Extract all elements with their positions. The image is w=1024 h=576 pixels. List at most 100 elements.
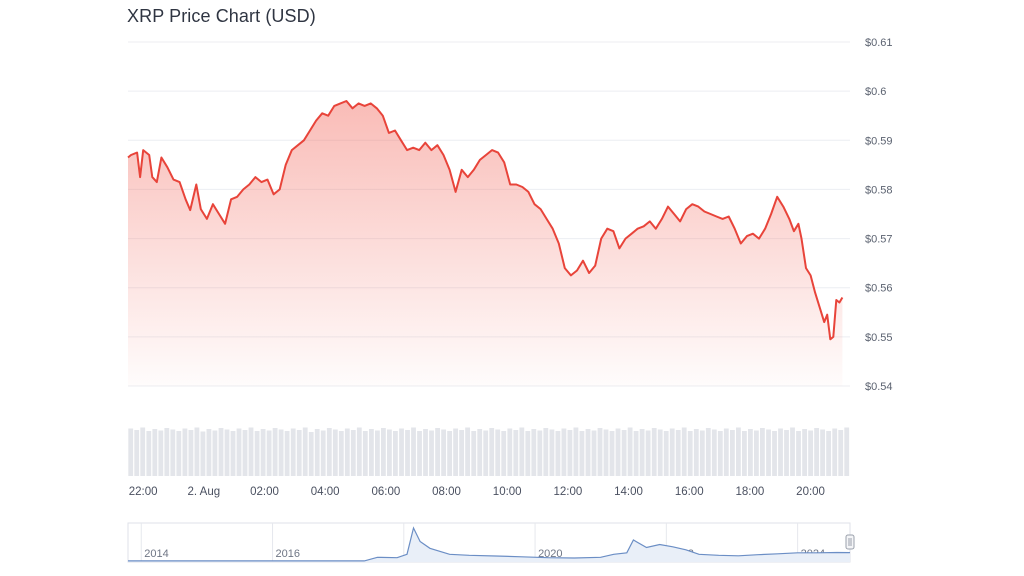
volume-bar — [417, 431, 422, 476]
y-axis-ticks: $0.61 $0.6 $0.59 $0.58 $0.57 $0.56 $0.55 $0.54 — [865, 37, 893, 393]
volume-bar — [284, 431, 290, 476]
volume-bar — [429, 430, 434, 476]
volume-bar — [471, 431, 477, 476]
volume-bar — [681, 427, 687, 476]
volume-bar — [736, 427, 741, 476]
volume-bar — [218, 428, 224, 476]
volume-bar — [633, 431, 639, 476]
volume-bar — [350, 430, 356, 476]
volume-bar — [730, 430, 735, 476]
volume-bar — [748, 429, 753, 476]
volume-bar — [675, 430, 681, 476]
price-line-group — [127, 100, 844, 341]
volume-bar — [543, 428, 549, 476]
volume-bar — [513, 430, 519, 476]
x-tick-label: 20:00 — [796, 486, 825, 498]
volume-bar — [302, 427, 308, 476]
x-tick-label: 18:00 — [736, 486, 765, 498]
volume-bar — [567, 430, 573, 476]
volume-bar — [188, 430, 194, 476]
navigator-tick-label: 2014 — [144, 548, 168, 560]
volume-bar — [531, 429, 537, 476]
volume-bar — [194, 427, 200, 476]
x-tick-label: 02:00 — [250, 486, 279, 498]
volume-bar — [561, 428, 567, 476]
volume-bar — [519, 427, 525, 476]
volume-bar — [140, 427, 146, 476]
volume-bar — [405, 430, 410, 476]
volume-bar — [260, 429, 266, 476]
volume-bar — [362, 431, 368, 476]
volume-bar — [381, 428, 386, 476]
volume-bar — [134, 430, 140, 476]
volume-bar — [693, 429, 699, 476]
volume-bar — [435, 428, 441, 476]
volume-bar — [501, 431, 507, 476]
x-tick-label: 06:00 — [371, 486, 400, 498]
volume-bar — [687, 431, 693, 476]
volume-bar — [152, 429, 158, 476]
volume-bar — [308, 432, 314, 476]
volume-bar — [266, 430, 272, 476]
volume-bar — [705, 428, 711, 476]
x-tick-label: 04:00 — [311, 486, 340, 498]
x-tick-label: 2. Aug — [188, 486, 221, 498]
volume-bar — [651, 428, 657, 476]
range-navigator[interactable]: 201420162018202020222024 — [127, 522, 855, 563]
volume-bar — [838, 430, 844, 476]
navigator-line — [128, 526, 851, 562]
volume-bar — [290, 428, 296, 476]
volume-bar — [320, 430, 326, 476]
volume-bar — [717, 431, 723, 476]
volume-bar — [128, 428, 134, 476]
volume-bar — [537, 430, 543, 476]
x-tick-label: 14:00 — [614, 486, 643, 498]
volume-bar — [453, 428, 459, 476]
volume-bar — [549, 429, 555, 476]
volume-bar — [784, 430, 789, 476]
volume-bar — [483, 430, 489, 476]
volume-bar — [206, 429, 212, 476]
volume-bar — [585, 429, 591, 476]
navigator-handle[interactable] — [845, 534, 855, 550]
navigator-tick-label: 2016 — [276, 548, 300, 560]
volume-bar — [387, 429, 392, 476]
volume-bar — [332, 429, 338, 476]
volume-bar — [754, 430, 759, 476]
volume-bars — [128, 427, 850, 476]
volume-bar — [814, 428, 820, 476]
volume-bar — [146, 431, 152, 476]
volume-bar — [254, 431, 260, 476]
volume-bar — [507, 428, 513, 476]
volume-bar — [639, 429, 645, 476]
volume-bar — [495, 429, 501, 476]
volume-bar — [477, 429, 483, 476]
volume-bar — [182, 428, 188, 476]
volume-bar — [772, 431, 777, 476]
price-line — [127, 100, 844, 341]
volume-bar — [224, 429, 230, 476]
y-tick-label: $0.58 — [865, 184, 893, 196]
y-tick-label: $0.59 — [865, 135, 893, 147]
volume-bar — [669, 428, 675, 476]
volume-bar — [844, 427, 850, 476]
volume-bar — [314, 429, 320, 476]
x-axis-ticks: 22:00 2. Aug 02:00 04:00 06:00 08:00 10:00 12:0… — [129, 486, 825, 498]
volume-bar — [278, 429, 284, 476]
volume-bar — [621, 430, 627, 476]
volume-bar — [796, 431, 801, 476]
volume-bar — [699, 430, 705, 476]
volume-bar — [248, 427, 254, 476]
x-tick-label: 16:00 — [675, 486, 704, 498]
volume-bar — [447, 431, 453, 476]
volume-bar — [369, 429, 374, 476]
volume-bar — [242, 430, 248, 476]
volume-bar — [393, 431, 398, 476]
volume-bar — [338, 431, 344, 476]
y-tick-label: $0.55 — [865, 332, 893, 344]
volume-bar — [489, 428, 495, 476]
volume-bar — [164, 428, 170, 476]
volume-bar — [627, 427, 633, 476]
price-area — [128, 101, 843, 386]
